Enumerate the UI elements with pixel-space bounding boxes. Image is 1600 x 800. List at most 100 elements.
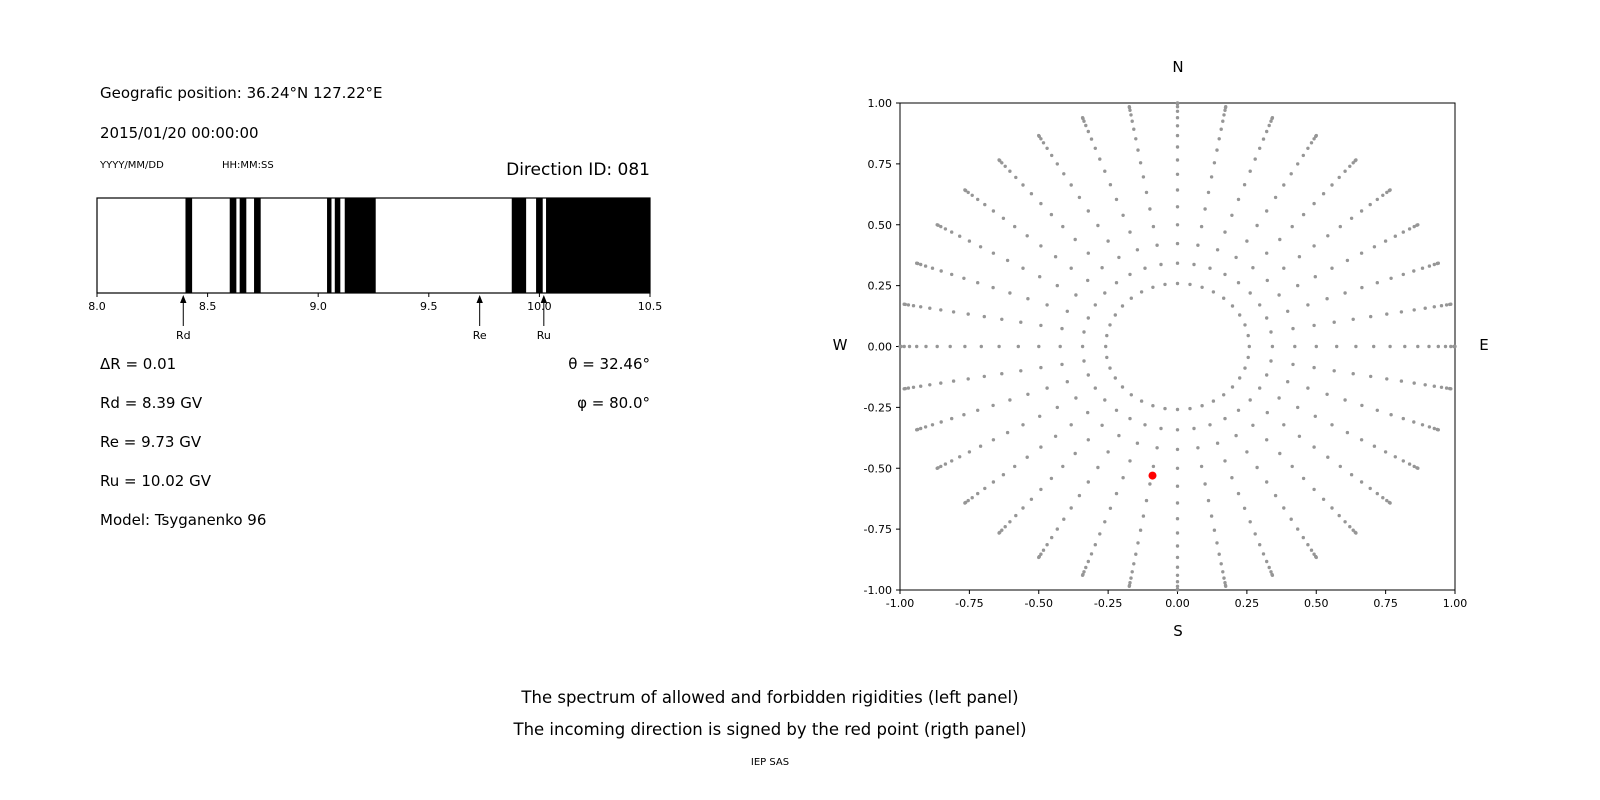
direction-grid-dot (1282, 506, 1286, 510)
direction-grid-dot (1134, 552, 1138, 556)
y-tick-label: -0.25 (864, 401, 892, 414)
direction-grid-dot (1314, 555, 1318, 560)
allowed-band (327, 198, 332, 293)
direction-grid-dot (1313, 414, 1317, 418)
direction-grid-dot (1069, 506, 1073, 510)
direction-grid-dot (1188, 406, 1192, 411)
direction-grid-dot (1296, 162, 1300, 166)
direction-grid-dot (1246, 355, 1250, 360)
direction-grid-dot (1354, 531, 1358, 535)
direction-grid-dot (1175, 517, 1180, 521)
direction-grid-dot (1141, 175, 1146, 179)
direction-grid-dot (1289, 172, 1293, 176)
direction-grid-dot (1278, 237, 1282, 242)
direction-grid-dot (915, 428, 919, 432)
direction-grid-dot (1401, 459, 1405, 463)
direction-grid-dot (1175, 261, 1180, 265)
direction-grid-dot (1427, 264, 1432, 268)
direction-grid-dot (1037, 344, 1041, 349)
direction-grid-dot (966, 312, 970, 316)
direction-grid-dot (1245, 450, 1249, 454)
direction-grid-dot (919, 262, 923, 267)
direction-grid-dot (923, 264, 928, 268)
direction-grid-dot (1286, 309, 1290, 313)
direction-grid-dot (1114, 408, 1119, 412)
direction-grid-dot (1086, 278, 1090, 283)
allowed-band (229, 198, 237, 293)
direction-grid-dot (1277, 293, 1281, 297)
y-tick-label: 1.00 (868, 97, 893, 110)
direction-grid-dot (1151, 464, 1156, 469)
direction-grid-dot (1368, 486, 1372, 491)
direction-grid-dot (1375, 491, 1379, 496)
direction-grid-dot (1089, 552, 1094, 556)
direction-grid-dot (1359, 251, 1364, 255)
direction-grid-dot (1253, 157, 1257, 161)
direction-grid-dot (1128, 272, 1132, 277)
direction-grid-dot (1086, 373, 1090, 377)
direction-grid-dot (1062, 172, 1066, 176)
direction-grid-dot (1221, 119, 1225, 123)
direction-grid-dot (1000, 372, 1004, 376)
direction-grid-dot (1132, 562, 1136, 566)
direction-grid-dot (1175, 555, 1180, 560)
direction-grid-dot (1114, 197, 1119, 202)
direction-grid-dot (1321, 497, 1326, 501)
direction-grid-dot (1251, 266, 1255, 270)
direction-grid-dot (1270, 116, 1275, 120)
direction-grid-dot (1050, 535, 1054, 540)
direction-grid-dot (1103, 169, 1107, 173)
direction-grid-dot (1144, 498, 1149, 503)
direction-grid-dot (1301, 535, 1305, 540)
direction-grid-dot (1253, 532, 1257, 536)
direction-grid-dot (1086, 559, 1090, 564)
direction-grid-dot (1130, 570, 1134, 574)
direction-grid-dot (1073, 237, 1077, 242)
direction-grid-dot (1039, 487, 1043, 492)
direction-grid-dot (939, 464, 943, 469)
direction-grid-dot (1293, 344, 1297, 349)
direction-grid-dot (951, 310, 956, 314)
direction-grid-dot (1069, 423, 1073, 427)
direction-grid-dot (1045, 543, 1049, 547)
x-tick-label: -0.75 (955, 597, 983, 610)
direction-grid-dot (1261, 552, 1266, 556)
direction-grid-dot (1211, 290, 1216, 294)
cutoff-arrow-head (476, 295, 483, 303)
direction-grid-dot (1082, 119, 1086, 123)
direction-grid-dot (935, 344, 939, 349)
direction-grid-dot (1265, 410, 1269, 415)
direction-grid-dot (1383, 239, 1388, 243)
direction-grid-dot (1039, 552, 1043, 556)
direction-grid-dot (1155, 243, 1159, 247)
direction-grid-dot (1005, 258, 1010, 263)
direction-grid-dot (943, 227, 948, 231)
direction-grid-dot (1074, 396, 1078, 400)
direction-grid-dot (1005, 430, 1010, 435)
direction-grid-dot (1086, 316, 1090, 320)
direction-grid-dot (1016, 344, 1020, 349)
direction-grid-dot (976, 197, 980, 202)
direction-grid-dot (1053, 255, 1058, 259)
direction-grid-dot (1230, 476, 1234, 480)
direction-grid-dot (1019, 369, 1023, 373)
direction-grid-dot (1436, 428, 1440, 432)
direction-grid-dot (1129, 296, 1133, 300)
direction-grid-dot (1296, 527, 1300, 531)
direction-grid-dot (1128, 416, 1132, 421)
direction-grid-dot (1208, 423, 1212, 427)
direction-grid-dot (1086, 480, 1090, 484)
direction-grid-dot (997, 344, 1001, 349)
direction-grid-dot (967, 450, 972, 454)
direction-grid-dot (1175, 241, 1180, 246)
direction-grid-dot (1224, 105, 1228, 109)
cutoff-marker-label: Rd (176, 329, 191, 342)
direction-grid-dot (1143, 266, 1147, 270)
direction-grid-dot (1121, 213, 1125, 217)
direction-grid-dot (919, 305, 923, 309)
direction-grid-dot (1325, 297, 1329, 301)
direction-grid-dot (1014, 513, 1018, 518)
direction-grid-dot (1106, 450, 1110, 454)
direction-grid-dot (976, 491, 980, 496)
direction-grid-dot (1282, 183, 1286, 187)
